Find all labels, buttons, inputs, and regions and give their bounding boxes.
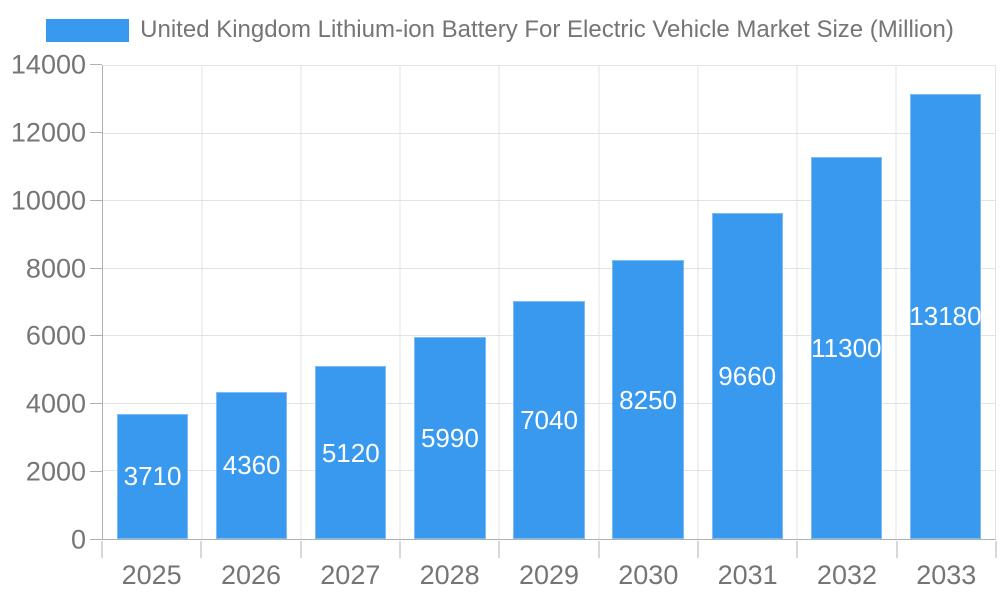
gridline (796, 66, 798, 539)
gridline (103, 200, 995, 202)
y-axis-tick (90, 539, 102, 540)
y-tick-label: 8000 (25, 253, 86, 284)
x-tick-label: 2029 (518, 560, 580, 590)
x-tick-label: 2027 (320, 560, 381, 590)
x-tick-label: 2028 (419, 560, 480, 590)
bar-value-label: 11300 (811, 333, 882, 364)
bar-value-label: 13180 (909, 301, 982, 332)
bar-value-label: 5990 (420, 422, 479, 453)
bar-value-label: 5120 (321, 437, 380, 468)
y-axis-tick (90, 335, 102, 337)
gridline (598, 66, 600, 539)
x-axis: 2025 2026 2027 2028 2029 2030 2031 2032 2033 (101, 541, 997, 596)
bar[interactable]: 13180 (909, 93, 982, 539)
x-axis-labels: 2025 2026 2027 2028 2029 2030 2031 2032 2033 (102, 559, 996, 591)
legend-item[interactable]: United Kingdom Lithium-ion Battery For E… (0, 16, 1000, 44)
y-axis-tick (90, 199, 102, 201)
gridline (300, 66, 302, 539)
x-tick-label: 2030 (618, 560, 679, 590)
gridline (498, 66, 500, 539)
bar[interactable]: 11300 (810, 157, 882, 539)
bar[interactable]: 4360 (215, 391, 288, 539)
y-axis-tick (90, 267, 102, 269)
x-axis-tick (399, 541, 401, 558)
x-tick-label: 2032 (816, 560, 877, 590)
gridline (201, 66, 203, 539)
y-axis: 0 2000 4000 6000 8000 10000 12000 14000 (0, 51, 102, 553)
gridline (399, 66, 401, 539)
chart-title: United Kingdom Lithium-ion Battery For E… (140, 16, 954, 43)
y-tick-label: 10000 (10, 185, 86, 216)
x-axis-tick (896, 541, 898, 558)
bar[interactable]: 3710 (116, 413, 189, 539)
y-tick-label: 12000 (10, 117, 86, 148)
gridline (103, 132, 995, 134)
bar[interactable]: 8250 (612, 260, 684, 539)
y-axis-tick (90, 403, 102, 405)
x-tick-label: 2031 (717, 560, 778, 590)
plot-area: 3710 4360 5120 5990 7040 8250 9660 11300 13180 (102, 65, 996, 540)
x-tick-label: 2033 (916, 560, 977, 590)
x-axis-tick (796, 541, 798, 558)
bar-value-label: 4360 (222, 450, 281, 481)
bar[interactable]: 5120 (315, 366, 387, 539)
x-axis-tick (995, 541, 997, 558)
y-axis-tick (90, 131, 102, 133)
x-axis-tick (598, 541, 600, 558)
y-tick-label: 14000 (10, 49, 86, 80)
y-axis-tick (90, 471, 102, 473)
y-tick-label: 0 (70, 524, 86, 555)
gridline (697, 66, 699, 539)
bar[interactable]: 7040 (513, 301, 585, 539)
x-axis-tick (200, 541, 202, 558)
gridline (103, 267, 995, 269)
x-axis-tick (101, 541, 103, 558)
x-tick-label: 2025 (121, 560, 182, 590)
bar-value-label: 8250 (619, 384, 678, 415)
bar-value-label: 9660 (718, 360, 777, 391)
x-tick-label: 2026 (220, 560, 282, 590)
x-axis-tick (498, 541, 500, 558)
bar-value-label: 3710 (123, 461, 182, 492)
y-tick-label: 2000 (25, 456, 86, 487)
x-axis-tick (697, 541, 699, 558)
y-tick-label: 4000 (25, 388, 86, 419)
legend-swatch (46, 18, 130, 42)
x-axis-tick (300, 541, 302, 558)
y-axis-tick (90, 64, 102, 65)
y-tick-label: 6000 (25, 320, 86, 351)
bar-value-label: 7040 (520, 405, 578, 436)
bar[interactable]: 9660 (711, 212, 783, 539)
gridline (895, 66, 897, 539)
bar[interactable]: 5990 (414, 336, 486, 539)
